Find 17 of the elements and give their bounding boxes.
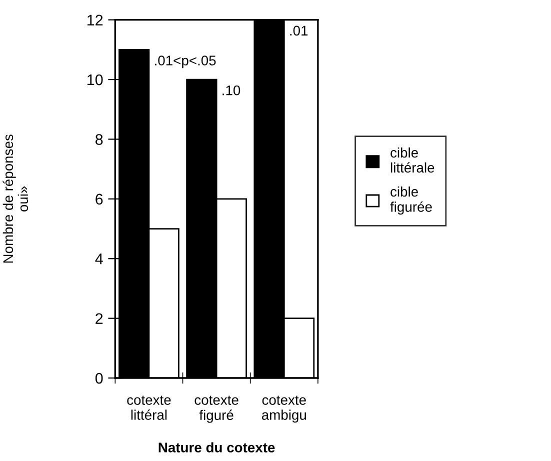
x-tick-label: cotexte littéral: [127, 396, 171, 420]
y-tick-label: 10: [88, 74, 103, 86]
x-axis-title: Nature du cotexte: [158, 442, 275, 452]
y-tick-label: 12: [88, 14, 103, 26]
x-tick-label: cotexte ambigu: [262, 396, 306, 423]
y-tick-label: 4: [95, 254, 103, 264]
y-axis-title: Nombre de réponses oui»: [2, 134, 28, 263]
legend-label: cible figurée: [390, 186, 432, 215]
y-tick-label: 8: [96, 134, 103, 145]
annotation: .01: [290, 26, 308, 36]
y-tick-label: 6: [96, 194, 103, 205]
legend-label: cible littérale: [390, 147, 434, 173]
annotation: .10: [222, 85, 240, 96]
x-tick-label: cotexte figuré: [194, 396, 238, 423]
annotation: .01<p<.05: [155, 56, 216, 68]
y-tick-label: 0: [95, 372, 103, 384]
y-tick-label: 2: [96, 313, 103, 324]
